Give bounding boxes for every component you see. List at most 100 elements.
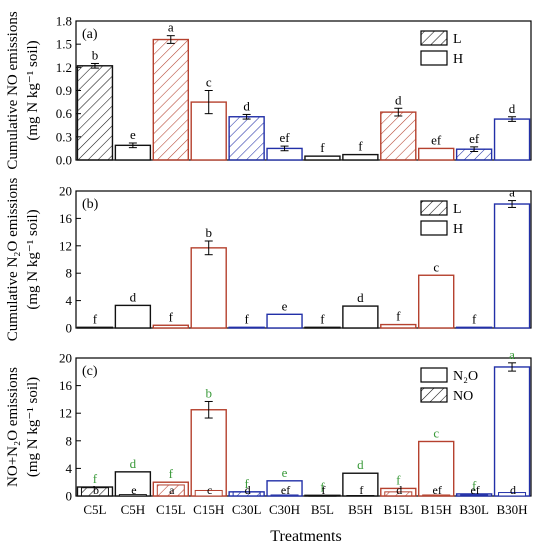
x-tick-label-B15L: B15L [383,502,413,517]
bar-C5L [76,326,114,329]
legend-label: N₂O [453,369,478,384]
significance-letter: f [472,311,477,326]
bar-B30L [455,326,493,329]
y-tick-label: 0 [66,489,73,504]
x-tick-label-C5L: C5L [83,502,106,517]
no-significance-letter: d [396,483,402,497]
plot-frame [75,20,532,161]
bar-no-C15H [194,489,223,497]
bar-B30H [493,118,531,161]
significance-letter: d [130,289,137,304]
significance-letter: f [358,139,363,154]
no-significance-letter: f [359,483,363,497]
significance-letter: b [92,47,99,62]
legend-swatch [420,367,448,383]
no-significance-letter: ef [433,483,442,497]
no-significance-letter: b [93,483,99,497]
significance-letter: f [320,311,325,326]
significance-letter: b [205,225,212,240]
significance-letter: ef [469,131,480,146]
significance-letter: d [357,290,364,305]
bar-B5L [304,155,341,161]
y-tick-label: 0.0 [56,153,72,168]
legend-swatch [420,200,448,216]
no-significance-letter: ef [470,483,479,497]
legend-swatch [420,387,448,403]
bar-n2o-B15H [418,440,455,497]
significance-letter: d [395,92,402,107]
y-axis-label: Cumulative N₂O emissions [5,178,21,342]
no-significance-letter: d [510,483,516,497]
y-axis-label: Cumulative NO emissions [5,11,21,169]
bar-B15H [418,274,455,329]
bar-C15L [152,324,189,329]
bar-B30H [493,203,531,329]
panel-label: (b) [82,197,99,212]
x-tick-label-C5H: C5H [121,502,146,517]
bar-C15L [152,38,189,161]
plot-frame [75,357,532,497]
significance-letter: c [206,75,212,90]
significance-letter: f [244,311,249,326]
y-axis-label: NO+N₂O emissions [5,367,21,487]
legend-label: H [453,222,463,237]
y-tick-label: 16 [59,211,73,226]
n2o-significance-letter: d [130,456,137,471]
x-axis-label: Treatments [270,528,341,545]
legend-label: L [453,202,462,217]
n2o-significance-letter: f [472,478,477,493]
significance-letter: c [433,259,439,274]
y-axis-unit-label: (mg N kg⁻¹ soil) [25,377,41,477]
bar-B15L [380,323,417,329]
bar-no-B5L [308,495,337,497]
y-tick-label: 8 [66,433,73,448]
y-tick-label: 1.8 [56,14,72,29]
y-tick-label: 8 [66,266,73,281]
x-tick-label-B30H: B30H [497,502,528,517]
significance-letter: ef [431,132,442,147]
bar-n2o-C5H [114,471,152,497]
n2o-significance-letter: f [396,472,401,487]
panel-3: 0 4 8 12 16 20 NO+N₂O emissions (mg N kg⁻¹ soil… [5,347,532,517]
panel-2: 0 4 8 12 16 20 Cumulative N₂O emissions (mg N k… [5,178,532,342]
y-axis-unit-label: (mg N kg⁻¹ soil) [25,40,41,140]
bar-no-B15L [384,491,413,497]
n2o-significance-letter: d [357,457,364,472]
bar-no-C15L [156,484,185,497]
bar-B5H [342,153,379,161]
y-tick-label: 0 [66,321,73,336]
legend-label: H [453,52,463,67]
legend-label: L [453,32,462,47]
panel-label: (c) [82,364,98,379]
panel-label: (a) [82,27,98,42]
x-tick-label-B30L: B30L [459,502,489,517]
n2o-significance-letter: e [282,465,288,480]
n2o-significance-letter: f [320,479,325,494]
y-tick-label: 1.5 [56,37,72,52]
legend-swatch [420,30,448,46]
no-significance-letter: a [169,483,175,497]
x-tick-label-B15H: B15H [421,502,452,517]
significance-letter: a [509,185,515,200]
x-tick-label-C15L: C15L [156,502,186,517]
y-tick-label: 0.9 [56,83,72,98]
n2o-significance-letter: f [169,466,174,481]
bar-C5H [114,304,152,329]
y-axis-unit-label: (mg N kg⁻¹ soil) [25,209,41,309]
bar-no-B5H [346,495,375,497]
bar-B5H [342,305,379,329]
bar-B15H [418,147,455,161]
no-significance-letter: e [131,483,136,497]
significance-letter: f [320,140,325,155]
y-tick-label: 4 [66,293,73,308]
bar-C30L [228,116,265,161]
y-tick-label: 20 [59,184,72,199]
x-tick-label-B5H: B5H [348,502,373,517]
bar-B5L [304,326,341,329]
bar-n2o-B30H [493,366,531,497]
n2o-significance-letter: f [244,476,249,491]
legend-swatch [420,220,448,236]
bar-no-B30H [498,492,527,497]
y-tick-label: 0.3 [56,129,72,144]
